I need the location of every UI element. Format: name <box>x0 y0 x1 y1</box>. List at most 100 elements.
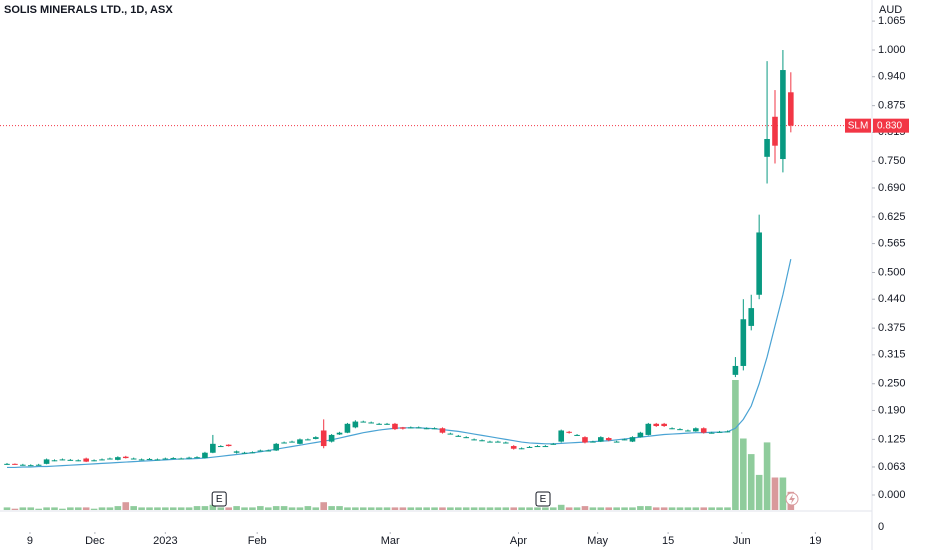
y-tick-label: 0.750 <box>878 155 906 167</box>
volume-bar <box>35 508 42 510</box>
volume-bar <box>162 507 169 510</box>
candle-body <box>598 437 604 442</box>
candle-body <box>320 430 327 447</box>
volume-bar <box>597 507 605 510</box>
moving-average <box>6 259 792 469</box>
y-tick-label: 0.625 <box>878 211 906 223</box>
candle-body <box>368 422 375 424</box>
volume-bar <box>724 507 731 510</box>
volume-bar <box>542 507 549 510</box>
volume-bar <box>27 507 35 510</box>
x-tick-label: May <box>587 535 608 547</box>
candle-body <box>605 438 612 441</box>
volume-bar <box>518 507 525 510</box>
candle-body <box>360 421 367 423</box>
volume-bar <box>692 507 700 510</box>
volume-bar <box>684 507 692 510</box>
volume-bar <box>565 507 573 510</box>
y-tick-label: 0.565 <box>878 237 906 249</box>
candle-body <box>407 427 414 429</box>
candle-body <box>487 441 493 443</box>
candle-body <box>653 423 660 427</box>
volume-bar <box>225 507 232 510</box>
candle-body <box>400 427 406 429</box>
candle-body <box>693 428 699 432</box>
volume-bar <box>629 507 636 510</box>
y-tick-label: 0.440 <box>878 293 906 305</box>
volume-bar <box>605 507 613 510</box>
volume-bar <box>59 508 66 510</box>
candle-body <box>194 457 200 459</box>
volume-bar <box>43 507 50 510</box>
volume-bar <box>249 507 256 510</box>
symbol-tag <box>845 118 871 133</box>
event-marker <box>535 491 551 507</box>
volume-bar <box>122 502 130 510</box>
candle-body <box>447 433 454 435</box>
price-tag-label: 0.830 <box>877 120 902 131</box>
candle-body <box>305 439 311 441</box>
volume-bar <box>399 507 407 510</box>
volume-bar <box>391 507 399 510</box>
y-tick-label: 0.125 <box>878 433 906 445</box>
volume-bar <box>375 507 383 510</box>
volume-bar <box>573 507 581 510</box>
volume-bar <box>470 507 478 510</box>
candle-body <box>225 444 232 447</box>
volume-bar <box>233 506 240 510</box>
candle-body <box>99 459 105 461</box>
candle-body <box>51 460 58 462</box>
candle-body <box>4 463 10 465</box>
volume-bar <box>177 507 185 510</box>
y-tick-label: 0.940 <box>878 71 906 83</box>
candle-body <box>740 319 747 366</box>
volume-bar <box>320 502 327 510</box>
x-tick-label: 15 <box>662 535 674 547</box>
volume-bar <box>217 507 225 510</box>
volume-bar <box>3 507 11 510</box>
y-tick-label: 0.315 <box>878 349 906 361</box>
volume-bar <box>146 507 153 510</box>
x-tick-label: Mar <box>381 535 400 547</box>
volume-bar <box>415 507 423 510</box>
candle-body <box>463 437 470 439</box>
candle-body <box>550 443 557 445</box>
candle-body <box>265 450 272 452</box>
y-tick-label: 1.065 <box>878 15 906 27</box>
y-tick-label: 0.190 <box>878 404 906 416</box>
candle-body <box>336 432 343 435</box>
volume-bar <box>447 507 454 510</box>
candle-body <box>43 459 50 464</box>
y-tick-label: 0.063 <box>878 461 906 473</box>
candle-body <box>732 365 739 375</box>
candle-body <box>249 452 256 454</box>
volume-bar <box>201 506 209 510</box>
candle-body <box>115 457 121 460</box>
candle-body <box>526 446 533 448</box>
event-marker <box>211 491 227 507</box>
volume-bar <box>312 507 320 510</box>
candle-body <box>352 421 359 428</box>
volume-bar <box>700 507 708 510</box>
volume-bar <box>732 380 739 510</box>
volume-bar <box>82 507 90 510</box>
candle-body <box>748 308 755 326</box>
volume-bar <box>716 507 723 510</box>
candle-body <box>273 443 279 451</box>
volume-bar <box>637 506 644 510</box>
volume-bar <box>114 506 122 510</box>
volume-bar <box>11 508 19 510</box>
candle-body <box>210 443 216 453</box>
volume-bar <box>779 477 787 510</box>
volume-bar <box>645 506 652 510</box>
x-tick-label: 2023 <box>153 535 177 547</box>
candle-body <box>518 448 525 450</box>
candle-body <box>708 432 715 434</box>
candle-body <box>233 451 240 453</box>
candle-body <box>439 428 446 433</box>
candle-body <box>107 458 113 460</box>
currency-label: AUD <box>879 4 902 16</box>
volume-bar <box>138 507 145 510</box>
